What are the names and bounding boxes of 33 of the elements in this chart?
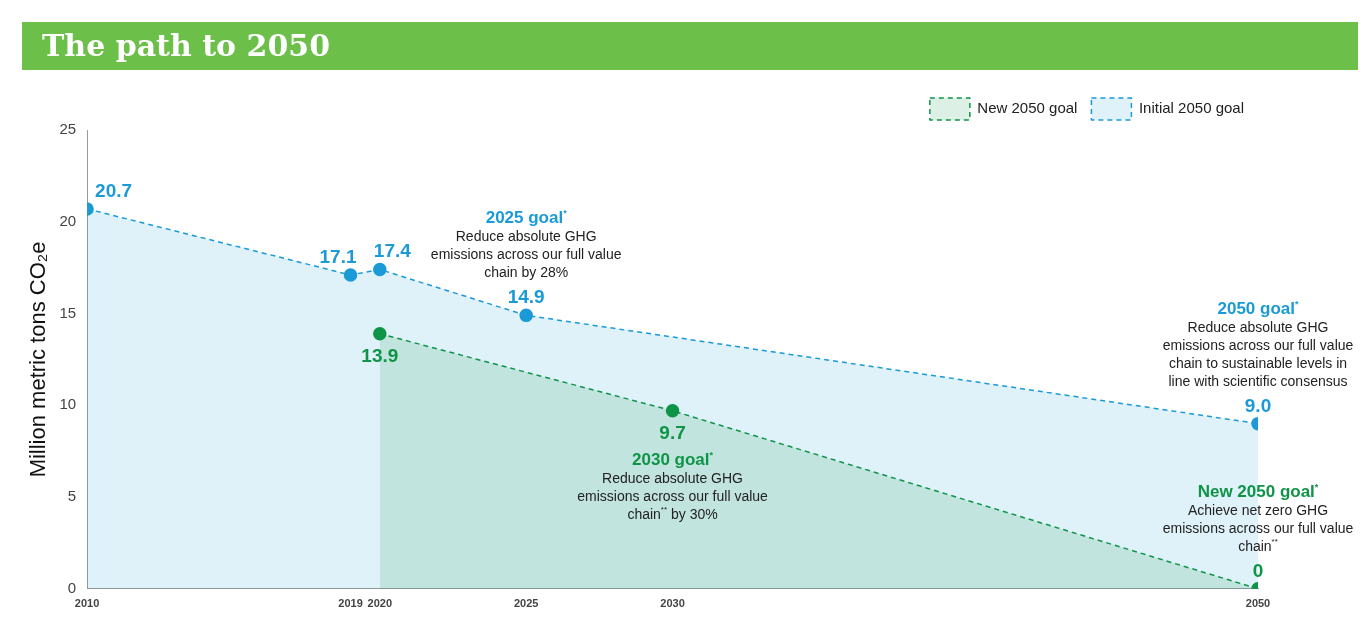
y-tick-label: 10 [59,395,77,413]
data-label: 9.7 [659,421,686,443]
point [373,262,387,277]
point [519,308,533,323]
annotation: New 2050 goal* Achieve net zero GHG emissions across our full value chain** [1162,481,1354,554]
point [373,326,387,341]
data-label: 17.1 [319,245,357,267]
annotation: 2025 goal* Reduce absolute GHG emissions across our full value chain by 28% [430,208,622,281]
x-tick-label: 2050 [1245,597,1271,610]
y-tick-label: 15 [59,303,77,321]
legend-label: Initial 2050 goal [1138,99,1245,117]
y-tick-label: 20 [59,211,77,229]
data-label: 0 [1252,559,1264,581]
data-label: 9.0 [1244,394,1272,416]
chart-title: The path to 2050 [22,22,1358,70]
data-label: 17.4 [373,240,412,262]
data-label: 20.7 [95,179,133,201]
point [665,404,680,418]
x-tick-label: 2025 [513,597,539,610]
legend-label: New 2050 goal [977,99,1078,117]
data-label: 14.9 [507,286,545,308]
y-tick-label: 5 [67,487,77,505]
x-tick-label: 2020 [367,597,393,610]
y-tick-label: 0 [67,578,77,596]
y-tick-label: 25 [59,120,77,138]
x-tick-label: 2019 [338,597,363,610]
x-tick-label: 2030 [660,597,685,610]
point [343,268,358,282]
x-tick-label: 2010 [74,597,100,610]
annotation: 2030 goal* Reduce absolute GHG emissions across our full value chain** by 30% [577,449,769,522]
data-label: 13.9 [361,344,399,366]
annotation: 2050 goal* Reduce absolute GHG emissions across our full value chain to sustainable levels in line with scientific consensus [1162,298,1354,389]
y-axis-title: Million metric tons CO₂e [25,241,51,478]
